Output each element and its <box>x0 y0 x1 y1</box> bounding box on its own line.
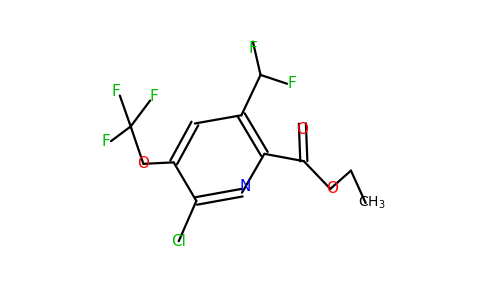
Text: N: N <box>240 179 251 194</box>
Text: Cl: Cl <box>171 234 186 249</box>
Text: F: F <box>288 76 297 91</box>
Text: F: F <box>112 85 121 100</box>
Text: O: O <box>137 156 150 171</box>
Text: O: O <box>326 182 338 196</box>
Text: O: O <box>296 122 308 137</box>
Text: CH$_3$: CH$_3$ <box>358 195 386 211</box>
Text: F: F <box>248 40 257 56</box>
Text: F: F <box>149 89 158 104</box>
Text: F: F <box>101 134 110 149</box>
